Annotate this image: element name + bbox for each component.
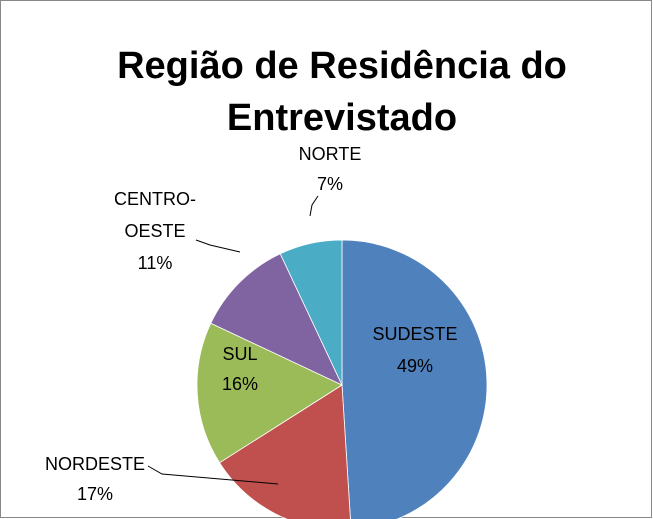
slice-label: SUL xyxy=(222,344,257,364)
slice-label: SUDESTE xyxy=(372,324,457,344)
pie-slice xyxy=(279,239,343,386)
slice-value-label: 17% xyxy=(77,484,113,504)
pie-slice xyxy=(196,322,343,464)
slice-label: CENTRO-OESTE xyxy=(114,189,196,241)
pie-slice xyxy=(341,239,488,519)
leader-line xyxy=(309,195,319,217)
leader-line xyxy=(147,465,279,485)
leader-line xyxy=(195,239,241,253)
chart-title: Região de Residência do Entrevistado xyxy=(117,45,567,139)
slice-label: NORDESTE xyxy=(45,454,145,474)
slice-label: NORTE xyxy=(299,144,362,164)
slice-value-label: 11% xyxy=(138,253,173,273)
slice-value-label: 7% xyxy=(317,174,343,194)
pie-slice xyxy=(219,384,351,519)
slice-value-label: 16% xyxy=(222,374,258,394)
pie-slice xyxy=(210,253,343,386)
slice-value-label: 49% xyxy=(397,356,433,376)
